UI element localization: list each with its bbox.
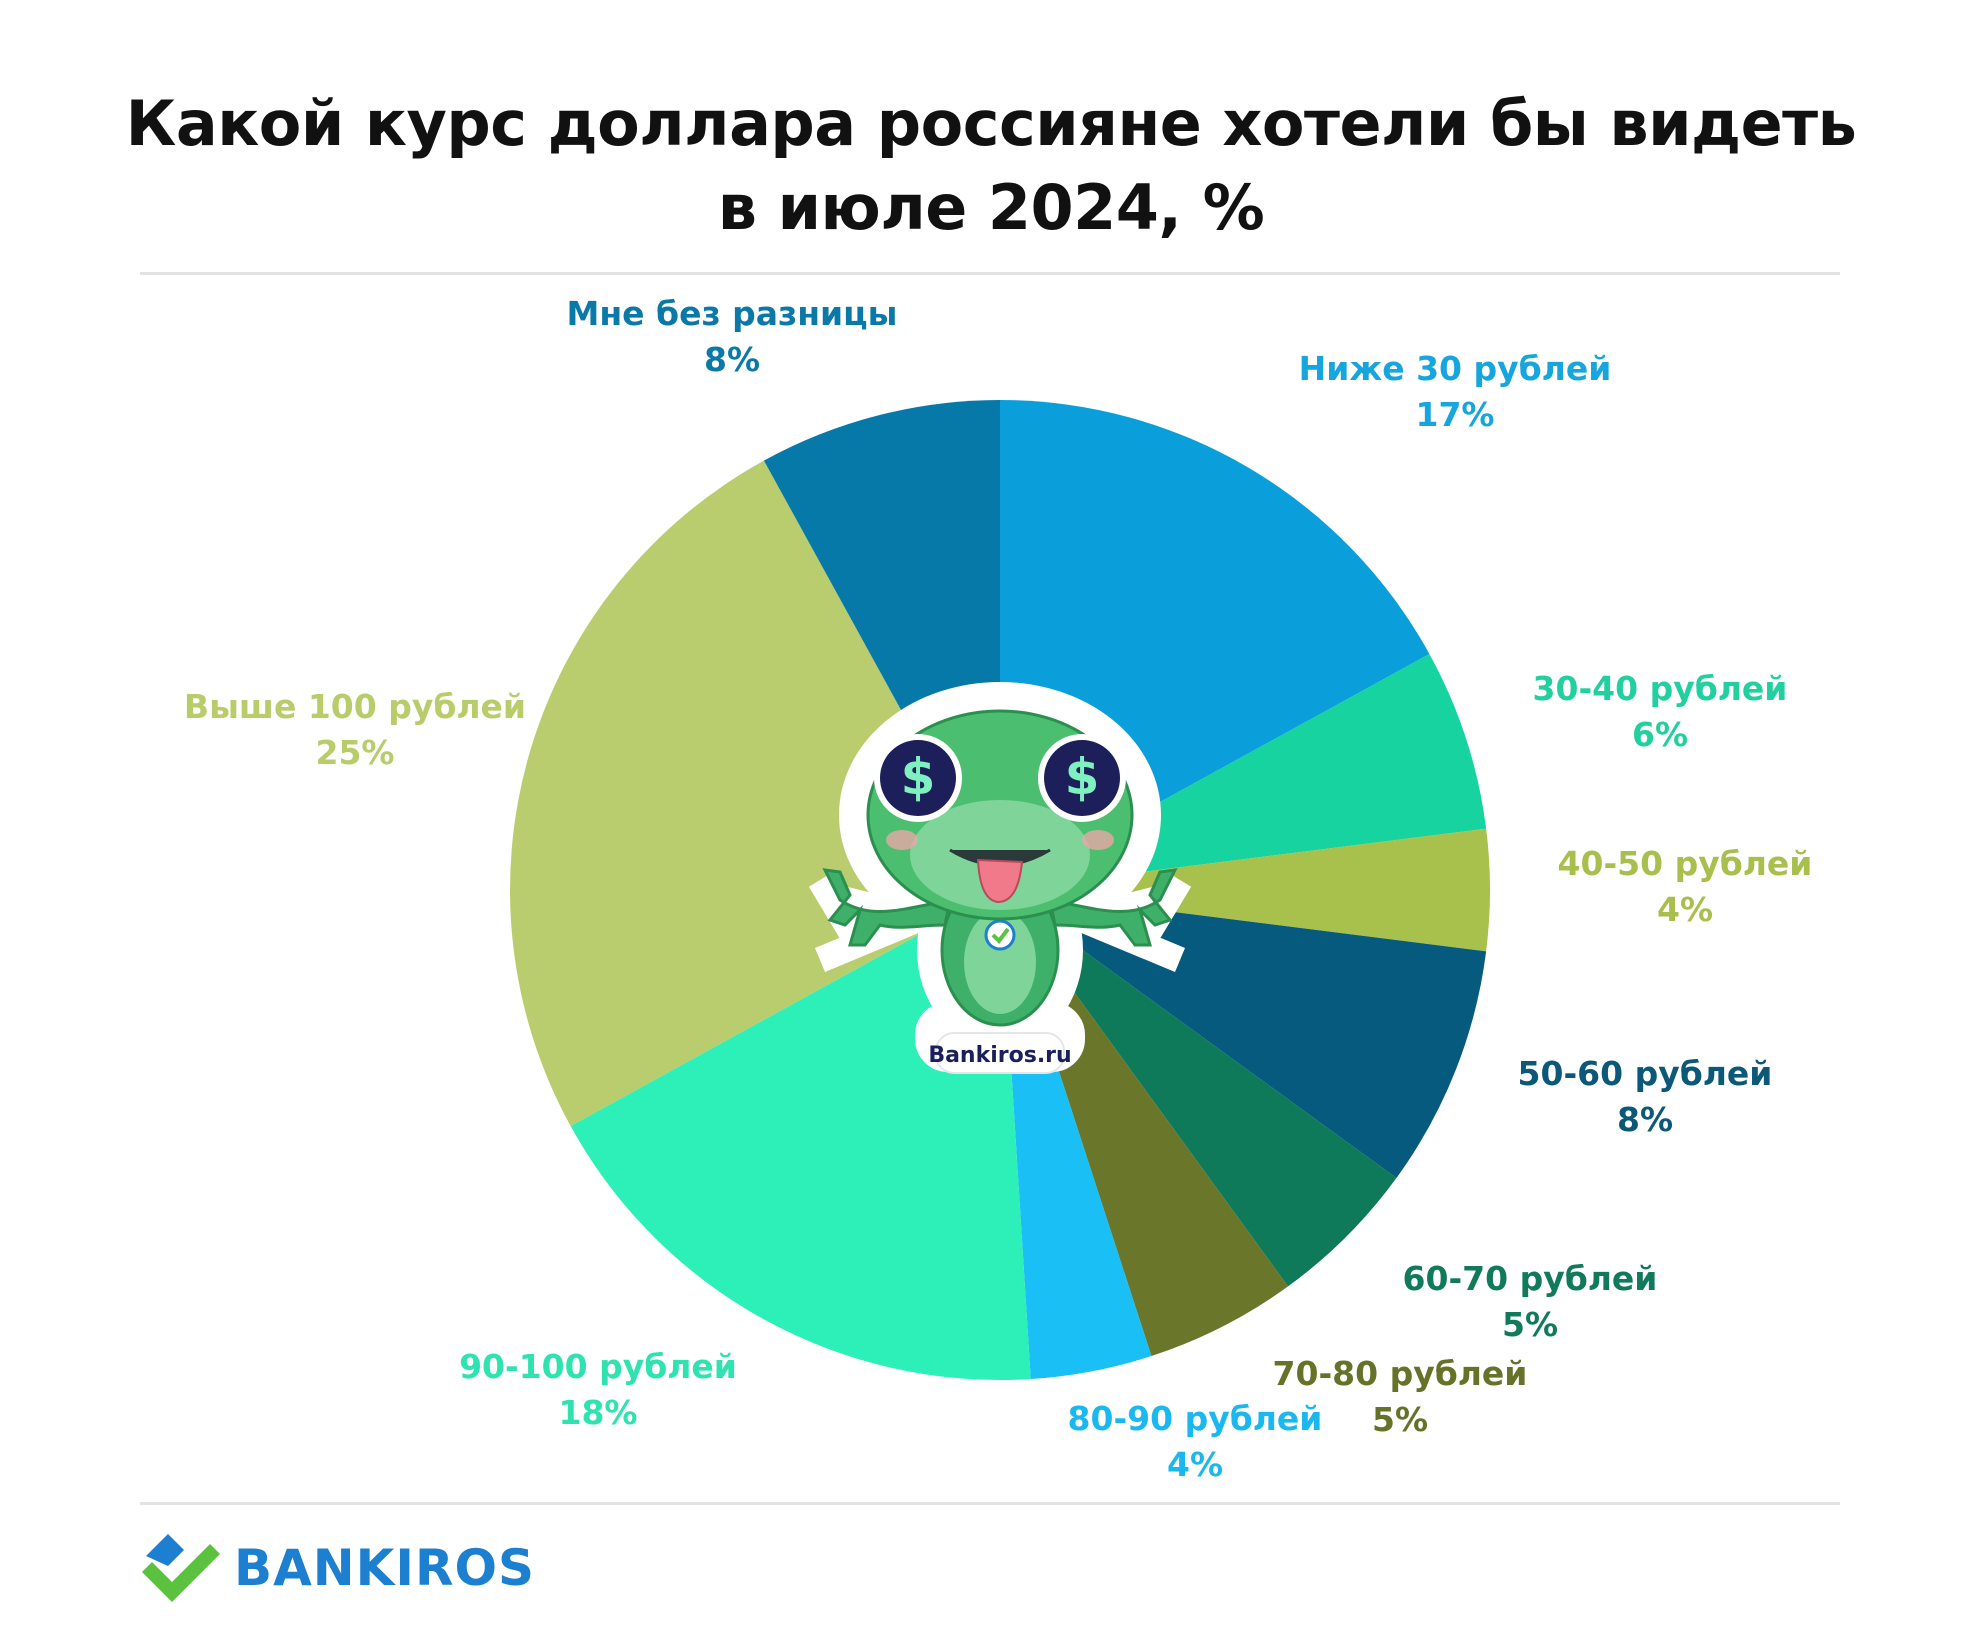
title-line-2: в июле 2024, %: [717, 171, 1265, 244]
bankiros-heart-check-icon: [140, 1528, 220, 1608]
chart-title: Какой курс доллара россияне хотели бы ви…: [0, 82, 1982, 250]
top-divider: [140, 272, 1840, 275]
slice-value-label: 17%: [1416, 395, 1495, 434]
slice-value-label: 4%: [1167, 1445, 1223, 1484]
slice-label: Ниже 30 рублей: [1299, 349, 1612, 388]
mascot-badge: Bankiros.ru: [928, 1032, 1072, 1074]
slice-label: Мне без разницы: [567, 294, 898, 333]
pie-slice: [510, 460, 1000, 1127]
bankiros-logo-text: BANKIROS: [234, 1539, 536, 1597]
slice-value-label: 4%: [1657, 890, 1713, 929]
pie-slice: [1000, 828, 1491, 952]
slice-label: 80-90 рублей: [1068, 1399, 1323, 1438]
slice-value-label: 5%: [1502, 1305, 1558, 1344]
pie-chart: Ниже 30 рублей 17% 30-40 рублей 6% 40-50 руб…: [184, 294, 1813, 1484]
slice-value-label: 8%: [704, 340, 760, 379]
mascot-badge-text: Bankiros.ru: [928, 1043, 1071, 1068]
slice-value-label: 5%: [1372, 1400, 1428, 1439]
slice-value-label: 25%: [316, 733, 395, 772]
bankiros-logo: BANKIROS: [140, 1528, 535, 1608]
svg-text:$: $: [901, 748, 936, 806]
slice-value-label: 8%: [1617, 1100, 1673, 1139]
pie-slice: [1000, 890, 1487, 1179]
slice-label: 60-70 рублей: [1403, 1259, 1658, 1298]
slice-value-label: 18%: [559, 1393, 638, 1432]
slice-label: 40-50 рублей: [1558, 844, 1813, 883]
pie-slice: [570, 890, 1031, 1380]
bottom-divider: [140, 1502, 1840, 1505]
slice-label: Выше 100 рублей: [184, 687, 526, 726]
slice-label: 50-60 рублей: [1518, 1054, 1773, 1093]
svg-text:$: $: [1065, 748, 1100, 806]
title-line-1: Какой курс доллара россияне хотели бы ви…: [125, 87, 1857, 160]
slice-label: 70-80 рублей: [1273, 1354, 1528, 1393]
pie-slice: [1000, 890, 1397, 1287]
slice-value-label: 6%: [1632, 715, 1688, 754]
slice-label: 90-100 рублей: [459, 1347, 737, 1386]
pie-slice: [1000, 890, 1289, 1357]
pie-labels: Ниже 30 рублей 17% 30-40 рублей 6% 40-50 руб…: [184, 294, 1813, 1484]
slice-label: 30-40 рублей: [1533, 669, 1788, 708]
